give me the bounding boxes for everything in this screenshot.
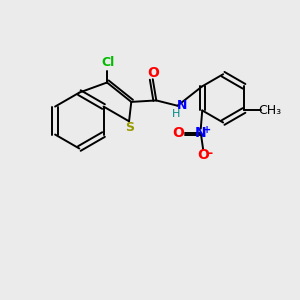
Text: S: S <box>125 121 134 134</box>
Text: N: N <box>177 99 187 112</box>
Text: O: O <box>172 126 184 140</box>
Text: O: O <box>197 148 209 163</box>
Text: -: - <box>207 147 212 160</box>
Text: +: + <box>202 125 211 135</box>
Text: Cl: Cl <box>102 56 115 69</box>
Text: O: O <box>147 66 159 80</box>
Text: N: N <box>195 126 207 140</box>
Text: H: H <box>172 109 180 119</box>
Text: CH₃: CH₃ <box>258 104 281 117</box>
